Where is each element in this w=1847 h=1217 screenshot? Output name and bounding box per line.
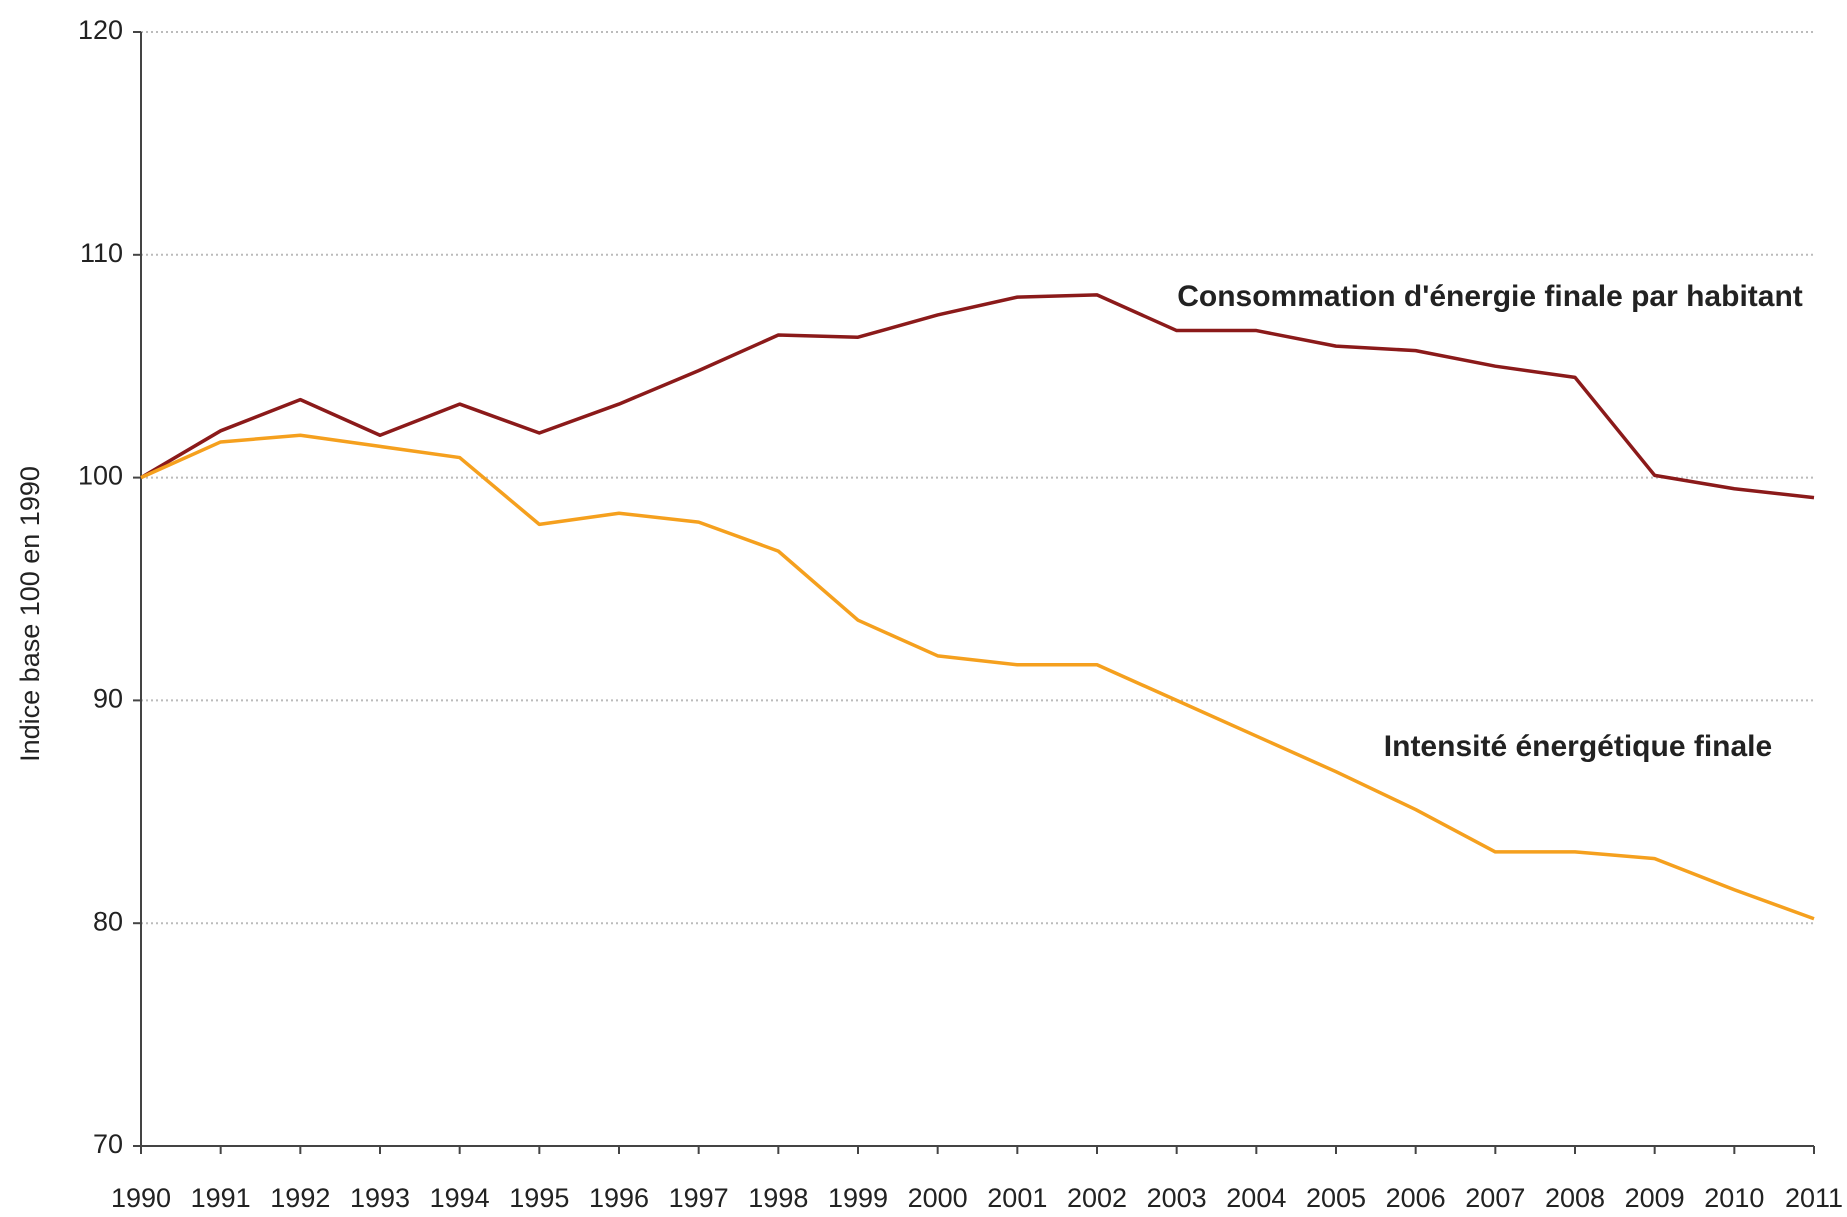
y-tick-label: 90 bbox=[93, 684, 123, 714]
x-tick-label: 1999 bbox=[828, 1183, 888, 1213]
x-tick-label: 2010 bbox=[1704, 1183, 1764, 1213]
x-tick-label: 1991 bbox=[191, 1183, 251, 1213]
x-tick-label: 2001 bbox=[987, 1183, 1047, 1213]
series-line bbox=[140, 433, 1815, 921]
x-tick-label: 2007 bbox=[1465, 1183, 1525, 1213]
x-tick-label: 1993 bbox=[350, 1183, 410, 1213]
y-tick-label: 80 bbox=[93, 906, 123, 936]
x-tick-label: 2004 bbox=[1226, 1183, 1286, 1213]
series-label: Intensité énergétique finale bbox=[1384, 730, 1772, 763]
x-tick-label: 1997 bbox=[669, 1183, 729, 1213]
x-tick-label: 2009 bbox=[1625, 1183, 1685, 1213]
y-tick-label: 110 bbox=[80, 238, 123, 268]
x-tick-label: 2005 bbox=[1306, 1183, 1366, 1213]
y-tick-label: 70 bbox=[93, 1129, 123, 1159]
x-tick-label: 2003 bbox=[1147, 1183, 1207, 1213]
x-tick-label: 2008 bbox=[1545, 1183, 1605, 1213]
y-tick-label: 100 bbox=[78, 461, 123, 491]
x-tick-label: 2000 bbox=[908, 1183, 968, 1213]
x-tick-label: 1995 bbox=[509, 1183, 569, 1213]
x-tick-label: 1992 bbox=[270, 1183, 330, 1213]
series-line bbox=[140, 293, 1815, 500]
x-tick-label: 2006 bbox=[1386, 1183, 1446, 1213]
y-axis-label: Indice base 100 en 1990 bbox=[15, 466, 45, 762]
series-label: Consommation d'énergie finale par habita… bbox=[1177, 280, 1803, 313]
x-tick-label: 2011 bbox=[1785, 1183, 1843, 1213]
x-tick-label: 1994 bbox=[430, 1183, 490, 1213]
x-tick-label: 1990 bbox=[111, 1183, 171, 1213]
y-tick-label: 120 bbox=[78, 15, 123, 45]
x-tick-label: 1998 bbox=[748, 1183, 808, 1213]
x-tick-label: 1996 bbox=[589, 1183, 649, 1213]
x-tick-label: 2002 bbox=[1067, 1183, 1127, 1213]
